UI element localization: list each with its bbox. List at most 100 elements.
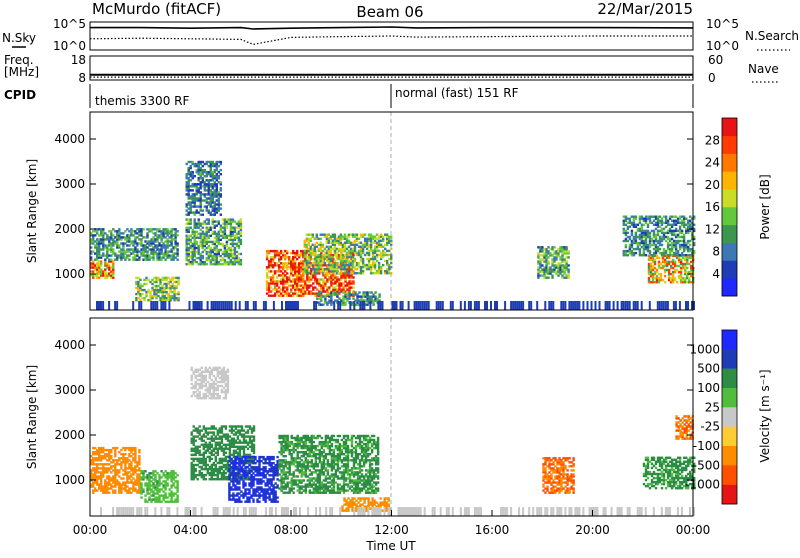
power-cell [324,262,326,264]
power-cell [234,229,236,231]
power-cell [194,214,196,216]
velocity-cell [124,453,126,455]
power-cell [360,254,362,256]
power-cell [358,291,360,293]
power-cell [595,301,597,310]
power-cell [159,287,161,289]
power-cell [416,301,418,310]
power-cell [400,301,402,310]
power-cell [176,234,178,236]
power-cell [512,301,514,310]
velocity-cell [253,438,255,440]
power-cell [337,301,339,310]
power-cell [359,301,361,310]
power-cell [280,278,282,280]
power-cell [192,263,194,265]
power-cell [138,232,140,234]
cpid-entry-1: themis 3300 RF [95,94,189,108]
power-cell [98,301,100,310]
power-cell [336,262,338,264]
power-cell [202,227,204,229]
power-cell [216,245,218,247]
beam-title: Beam 06 [356,3,423,21]
power-cell [138,259,140,261]
velocity-cell [158,490,160,492]
power-cell [352,286,354,288]
power-cell [320,284,322,286]
power-cell [643,240,645,242]
power-cell [135,299,137,301]
power-cell [188,214,190,216]
velocity-cell [219,427,221,429]
power-cell [200,191,202,193]
power-cell [607,301,609,310]
velocity-cell [100,473,102,475]
power-cell [208,223,210,225]
power-cell [522,301,524,310]
noise-left-label: N.Sky [2,31,36,45]
velocity-cell [142,488,144,490]
power-cell [159,281,161,283]
velocity-cell [193,425,195,427]
power-cell [363,301,365,310]
power-cell [550,301,552,310]
power-cell [377,301,379,310]
power-colorbar-tick: 20 [705,178,720,192]
power-cell [570,301,572,310]
power-cell [152,301,154,310]
freq-right-tick-bottom: 0 [708,71,716,85]
velocity-cell [239,454,241,456]
velocity-cell [199,446,201,448]
velocity-cell [118,451,120,453]
power-cell [643,230,645,232]
power-cell [658,257,660,259]
power-cell [158,242,160,244]
power-cell [160,259,162,261]
power-cell [674,261,676,263]
power-cell [287,301,289,310]
power-cell [300,254,302,256]
velocity-cell [253,425,255,427]
velocity-cell [209,460,211,462]
power-cell [567,268,569,270]
power-cell [100,301,102,310]
power-cell [689,244,691,246]
power-cell [238,245,240,247]
power-cell [562,301,564,310]
velocity-cell [150,501,152,503]
power-cell [100,260,102,262]
power-cell [240,223,242,225]
power-cell [541,246,543,248]
power-cell [633,254,635,256]
power-cell [667,301,669,310]
power-cell [220,229,222,231]
power-cell [320,295,322,297]
power-cell [211,301,213,310]
power-cell [643,218,645,220]
power-cell [220,214,222,216]
power-cell [98,277,100,279]
power-cell [272,276,274,278]
power-cell [555,258,557,260]
power-cell [510,301,512,310]
power-cell [541,258,543,260]
velocity-cell [138,492,140,494]
power-cell [108,264,110,266]
power-cell [665,216,667,218]
power-cell [643,246,645,248]
velocity-cell [100,455,102,457]
power-cell [108,301,110,310]
power-cell [625,246,627,248]
velocity-cell [213,431,215,433]
power-cell [96,301,98,310]
power-cell [177,291,179,293]
power-cell [672,281,674,283]
power-cell [141,293,143,295]
cpid-label: CPID [4,88,36,102]
power-cell [627,232,629,234]
power-cell [655,236,657,238]
power-cell [339,301,341,310]
power-cell [637,301,639,310]
power-cell [202,255,204,257]
power-cell [253,301,255,310]
